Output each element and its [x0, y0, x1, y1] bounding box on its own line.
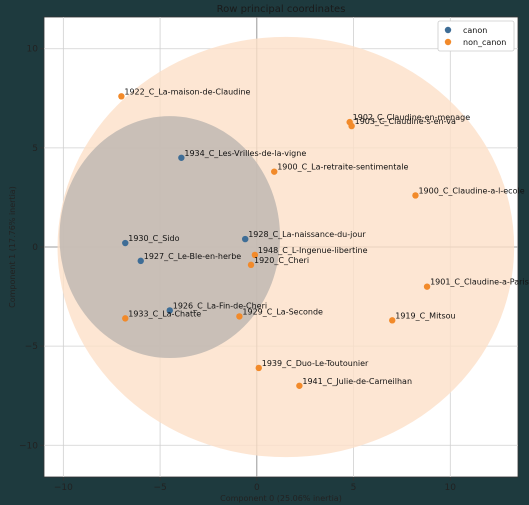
- point-label: 1928_C_La-naissance-du-jour: [248, 230, 366, 239]
- non-canon-point: [423, 283, 431, 290]
- canon-point: [122, 239, 129, 247]
- legend-label-non-canon: non_canon: [463, 38, 506, 47]
- point-label: 1902_C_Claudine-en-menage: [353, 113, 471, 122]
- point-label: 1920_C_Cheri: [254, 256, 309, 265]
- legend-label-canon: canon: [463, 26, 487, 35]
- point-label: 1948_C_L-Ingenue-libertine: [258, 246, 368, 255]
- point-label: 1903_C_Claudine-s-en-va: [355, 117, 456, 126]
- non-canon-point: [247, 261, 255, 269]
- point-label: 1930_C_Sido: [128, 234, 179, 243]
- x-tick-label: −10: [54, 483, 73, 493]
- non-canon-point: [271, 168, 278, 175]
- point-label: 1939_C_Duo-Le-Toutounier: [262, 359, 369, 368]
- y-tick-label: 0: [32, 243, 38, 253]
- point-label: 1900_C_La-retraite-sentimentale: [277, 163, 408, 172]
- non-canon-point: [412, 192, 419, 199]
- non-canon-point: [389, 317, 396, 324]
- x-axis-label: Component 0 (25.06% inertia): [220, 494, 342, 503]
- legend-box: [437, 20, 515, 52]
- point-label: 1900_C_Claudine-a-l-ecole: [418, 186, 524, 195]
- y-tick-label: 5: [32, 144, 38, 154]
- data-points: [118, 93, 431, 389]
- canon-point: [137, 257, 144, 265]
- non-canon-point: [255, 364, 262, 372]
- canon-point: [166, 307, 173, 314]
- point-label: 1926_C_La-Fin-de-Cheri: [173, 301, 267, 310]
- point-label: 1933_C_La-Chatte: [128, 309, 201, 318]
- non-canon-point: [251, 251, 259, 259]
- point-label: 1922_C_La-maison-de-Claudine: [124, 87, 250, 96]
- x-tick-label: −5: [153, 483, 166, 493]
- legend: canon non_canon: [437, 20, 515, 52]
- x-tick-label: 0: [254, 483, 260, 493]
- y-tick-label: −10: [19, 441, 38, 451]
- non-canon-point: [122, 315, 129, 322]
- canon-ellipse-overlay: [59, 116, 281, 359]
- canon-point: [178, 154, 185, 161]
- non-canon-point: [236, 313, 243, 320]
- non-canon-point: [118, 93, 125, 100]
- canon-point: [242, 235, 249, 243]
- y-tick-label: −5: [25, 342, 38, 352]
- non-canon-point: [348, 122, 355, 130]
- x-tick-label: 5: [351, 483, 357, 493]
- y-tick-label: 10: [27, 45, 39, 55]
- legend-marker-non-canon: [444, 38, 452, 46]
- non-canon-ellipse: [57, 36, 515, 458]
- point-label: 1934_C_Les-Vrilles-de-la-vigne: [184, 149, 306, 158]
- x-tick-label: 10: [445, 483, 457, 493]
- axis-ticks: −10 −5 0 5 10 −10 −5 0 5 10: [19, 45, 456, 493]
- chart-title: Row principal coordinates: [217, 4, 346, 15]
- legend-marker-canon: [444, 26, 452, 34]
- point-label: 1927_C_Le-Ble-en-herbe: [144, 252, 242, 261]
- point-label: 1901_C_Claudine-a-Paris: [430, 278, 529, 287]
- point-label: 1929_C_La-Seconde: [242, 307, 323, 316]
- confidence-ellipses: [57, 36, 515, 458]
- point-labels: 1934_C_Les-Vrilles-de-la-vigne 1930_C_Sid…: [124, 87, 528, 385]
- point-label: 1919_C_Mitsou: [395, 311, 455, 320]
- point-label: 1941_C_Julie-de-Carneilhan: [302, 377, 412, 386]
- y-axis-label: Component 1 (17.76% inertia): [8, 186, 17, 308]
- non-canon-point: [296, 382, 303, 389]
